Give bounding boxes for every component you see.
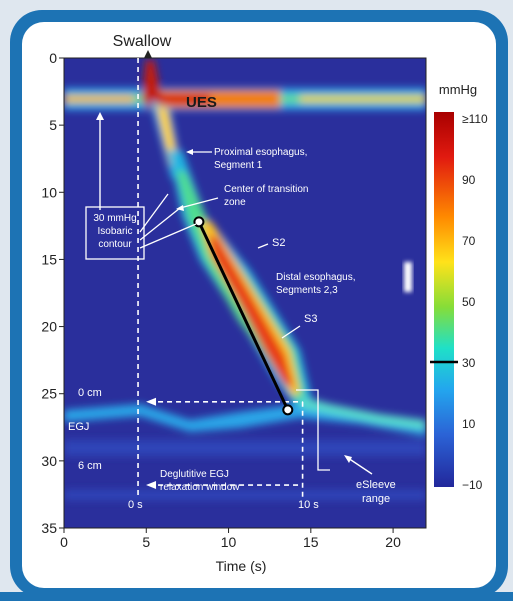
y-tick-label: 20: [41, 319, 57, 335]
transition-label-2: zone: [224, 197, 246, 208]
egj-label: EGJ: [68, 421, 89, 433]
six-cm-arrow-head: [146, 481, 157, 490]
x-axis-label: Time (s): [216, 558, 267, 574]
zero-s-label: 0 s: [128, 499, 143, 511]
isobaric-contour-box: [85, 206, 145, 260]
x-axis: 0 5 10 15 20: [60, 528, 401, 550]
y-axis: 0 5 10 15 20 25 30 35: [41, 50, 64, 536]
bottom-bar: [0, 592, 513, 601]
x-tick-label: 5: [142, 534, 150, 550]
contraction-front-end-point: [282, 404, 294, 416]
colorbar-tick-label: 90: [462, 173, 476, 187]
isobaric-label-1: 30 mmHg: [93, 213, 136, 224]
x-tick-label: 0: [60, 534, 68, 550]
relaxation-label-2: relaxation window: [160, 482, 240, 493]
arrow-head-transition: [176, 205, 184, 211]
y-tick-label: 25: [41, 386, 57, 402]
distal-label-2: Segments 2,3: [276, 285, 338, 296]
ten-s-label: 10 s: [298, 499, 319, 511]
s2-label: S2: [272, 237, 285, 249]
zero-cm-arrow-head: [146, 397, 157, 406]
y-tick-label: 30: [41, 453, 57, 469]
distal-label-1: Distal esophagus,: [276, 272, 356, 283]
proximal-label-1: Proximal esophagus,: [214, 147, 307, 158]
contraction-front-start-point: [193, 216, 205, 228]
colorbar-tick-label: 30: [462, 356, 476, 370]
colorbar-tick-label: 70: [462, 234, 476, 248]
swallow-marker-icon: [144, 50, 152, 58]
colorbar: [434, 112, 454, 487]
esleeve-label-2: range: [362, 493, 390, 505]
y-tick-label: 10: [41, 184, 57, 200]
colorbar-tick-label: 50: [462, 295, 476, 309]
arrow-head-proximal: [186, 149, 193, 155]
six-cm-label: 6 cm: [78, 460, 102, 472]
colorbar-ticks: ≥110 90 70 50 30 10 −10: [462, 112, 488, 492]
annotations: UES Proximal esophagus, Segment 1 Center…: [68, 94, 396, 511]
chart-title: Swallow: [113, 33, 172, 50]
esleeve-arrow-head: [344, 455, 352, 463]
heatmap: [64, 58, 426, 528]
relaxation-label-1: Deglutitive EGJ: [160, 469, 229, 480]
colorbar-tick-label: −10: [462, 478, 483, 492]
s3-label: S3: [304, 313, 317, 325]
zero-cm-label: 0 cm: [78, 387, 102, 399]
isobaric-label-3: contour: [98, 239, 132, 250]
y-tick-label: 5: [49, 117, 57, 133]
annotation-arrows: [139, 151, 330, 471]
ues-label: UES: [186, 94, 217, 111]
y-tick-label: 0: [49, 50, 57, 66]
relaxation-window-guides: [137, 58, 304, 498]
x-tick-label: 15: [303, 534, 319, 550]
colorbar-tick-label: 10: [462, 417, 476, 431]
colorbar-tick-label: ≥110: [462, 112, 488, 126]
plot-frame: [63, 57, 427, 529]
y-tick-label: 35: [41, 520, 57, 536]
isobaric-label-2: Isobaric: [97, 226, 132, 237]
proximal-label-2: Segment 1: [214, 160, 263, 171]
transition-label-1: Center of transition: [224, 184, 309, 195]
colorbar-label: mmHg: [439, 82, 477, 97]
isobaric-contour-arrow-head: [96, 112, 104, 120]
esleeve-label-1: eSleeve: [356, 479, 396, 491]
esleeve-arrow: [347, 457, 373, 475]
x-tick-label: 10: [221, 534, 237, 550]
contraction-front-line: [197, 221, 290, 411]
x-tick-label: 20: [385, 534, 401, 550]
y-tick-label: 15: [41, 251, 57, 267]
